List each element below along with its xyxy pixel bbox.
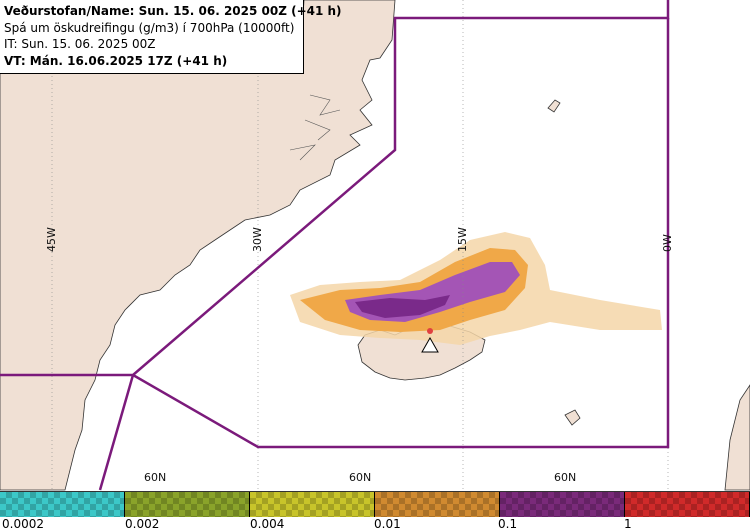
lon-label-15w: 15W	[456, 227, 469, 252]
legend-tick-5: 1	[624, 517, 632, 531]
legend-color-bar	[0, 491, 750, 517]
initial-time-line: IT: Sun. 15. 06. 2025 00Z	[4, 37, 156, 51]
legend-swatch-2	[250, 492, 375, 517]
volcano-marker	[421, 328, 439, 353]
legend-tick-4: 0.1	[498, 517, 518, 531]
legend-tick-1: 0.002	[125, 517, 160, 531]
legend-swatch-0	[0, 492, 125, 517]
norway-coast	[724, 384, 750, 491]
legend-swatch-4	[500, 492, 625, 517]
legend-tick-labels: 0.0002 0.002 0.004 0.01 0.1 1	[0, 517, 750, 532]
jan-mayen-island	[547, 99, 561, 113]
lat-label-60n-2: 60N	[349, 471, 372, 484]
lon-label-0w: 0W	[661, 234, 674, 252]
legend-tick-0: 0.0002	[2, 517, 44, 531]
ash-cloud-core	[355, 295, 450, 318]
legend-swatch-3	[375, 492, 500, 517]
legend-tick-2: 0.004	[250, 517, 285, 531]
ash-cloud	[290, 232, 662, 345]
lon-label-30w: 30W	[251, 227, 264, 252]
forecast-source-line: Veðurstofan/Name: Sun. 15. 06. 2025 00Z …	[4, 4, 342, 18]
legend-swatch-5	[625, 492, 750, 517]
legend-tick-3: 0.01	[374, 517, 401, 531]
forecast-info-box: Veðurstofan/Name: Sun. 15. 06. 2025 00Z …	[0, 0, 342, 74]
lon-label-45w: 45W	[45, 227, 58, 252]
concentration-legend: 0.0002 0.002 0.004 0.01 0.1 1	[0, 491, 750, 532]
greenland-landmass	[0, 0, 396, 491]
fir-boundaries	[0, 0, 670, 491]
valid-time-line: VT: Mán. 16.06.2025 17Z (+41 h)	[4, 53, 228, 68]
legend-swatch-1	[125, 492, 250, 517]
lat-label-60n-1: 60N	[144, 471, 167, 484]
faroe-islands	[564, 409, 581, 426]
forecast-description-line: Spá um öskudreifingu (g/m3) í 700hPa (10…	[4, 20, 295, 35]
greenland-fjords	[289, 94, 341, 161]
lat-label-60n-3: 60N	[554, 471, 577, 484]
